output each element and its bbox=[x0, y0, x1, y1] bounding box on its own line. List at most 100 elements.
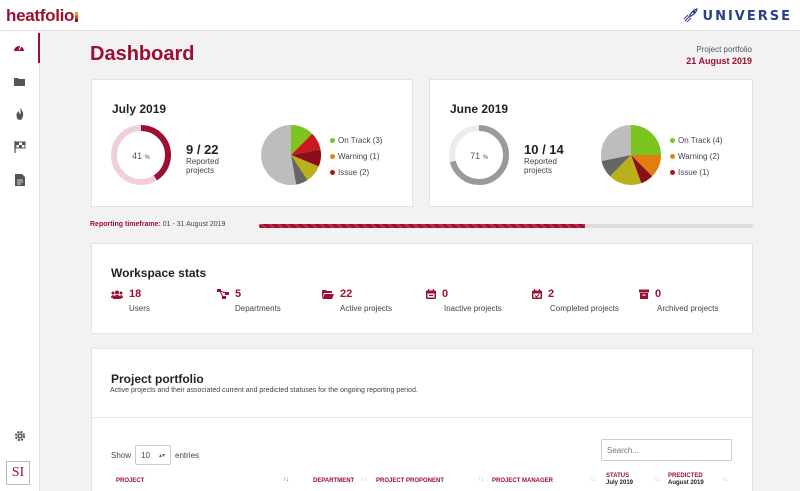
page-title: Dashboard bbox=[90, 43, 195, 65]
brand-logo: UNIVERSE bbox=[681, 6, 792, 26]
status-pie-chart bbox=[600, 124, 661, 185]
sort-icon[interactable]: ↑↓ bbox=[653, 477, 659, 483]
divider bbox=[91, 417, 752, 418]
predicted-label: PREDICTED bbox=[668, 473, 703, 479]
sort-icon[interactable]: ↑↓ bbox=[589, 477, 595, 483]
entries-control: Show 10 ▴▾ entries bbox=[111, 445, 199, 465]
sort-icon[interactable]: ↑↓ bbox=[478, 477, 484, 483]
card-title: Project portfolio bbox=[111, 372, 204, 386]
archive-icon bbox=[639, 289, 649, 299]
sitemap-icon bbox=[217, 289, 229, 299]
pie-slice-warning bbox=[631, 155, 661, 177]
projects-label: projects bbox=[524, 166, 553, 175]
legend-label: On Track (3) bbox=[338, 135, 383, 145]
card-title: Workspace stats bbox=[111, 266, 207, 280]
search-input[interactable] bbox=[601, 439, 732, 461]
pie-slice-on-track bbox=[631, 125, 661, 155]
sidebar-item-reports[interactable] bbox=[0, 165, 40, 195]
status-pie-chart bbox=[261, 125, 322, 185]
logo-mark bbox=[75, 12, 79, 22]
progress-arc bbox=[111, 125, 171, 185]
top-bar: heatfolio UNIVERSE bbox=[0, 0, 800, 31]
reported-label: Reported bbox=[524, 157, 557, 166]
legend-on-track: On Track (3) bbox=[330, 132, 382, 148]
stat-users: 18 Users bbox=[111, 288, 150, 313]
entries-select[interactable]: 10 ▴▾ bbox=[135, 445, 172, 465]
stat-value: 22 bbox=[340, 288, 353, 300]
progress-arc bbox=[449, 125, 509, 185]
legend-warning: Warning (1) bbox=[330, 148, 382, 164]
sidebar-item-dashboard[interactable] bbox=[0, 33, 40, 63]
sidebar-item-heat[interactable] bbox=[0, 99, 40, 129]
pie-slice-unreported bbox=[261, 125, 296, 185]
column-header-department[interactable]: DEPARTMENT bbox=[313, 478, 355, 484]
pie-slice-issue bbox=[291, 133, 321, 155]
portfolio-subtitle: Active projects and their associated cur… bbox=[110, 387, 418, 394]
pie-slice-warning bbox=[291, 155, 319, 181]
gear-icon bbox=[14, 430, 26, 442]
calendar-check-icon bbox=[532, 289, 542, 299]
folder-open-icon bbox=[322, 289, 334, 299]
sidebar-item-milestones[interactable] bbox=[0, 132, 40, 162]
sidebar: SI bbox=[0, 31, 40, 491]
show-label: Show bbox=[111, 450, 132, 460]
logo[interactable]: heatfolio bbox=[6, 6, 79, 26]
pie-slice-issue bbox=[631, 155, 653, 184]
legend-on-track: On Track (4) bbox=[670, 132, 722, 148]
july-report-card: July 2019 41 % 9 / 22 Reported projects O… bbox=[91, 79, 413, 207]
entries-value: 10 bbox=[141, 450, 150, 460]
column-header-status[interactable]: STATUS July 2019 bbox=[606, 473, 633, 486]
legend-label: Warning (2) bbox=[678, 151, 720, 161]
sidebar-item-projects[interactable] bbox=[0, 67, 40, 97]
legend-label: Issue (1) bbox=[678, 167, 710, 177]
calendar-icon bbox=[426, 289, 436, 299]
sort-icon[interactable]: ↑↓ bbox=[722, 477, 728, 483]
reported-caption: Reported projects bbox=[186, 157, 219, 175]
percent-symbol: % bbox=[144, 155, 150, 161]
status-label: STATUS bbox=[606, 473, 630, 479]
checkered-flag-icon bbox=[14, 141, 26, 153]
stat-value: 0 bbox=[655, 288, 662, 300]
project-portfolio-card: Project portfolio bbox=[91, 348, 753, 491]
stat-inactive-projects: 0 Inactive projects bbox=[426, 288, 502, 313]
pie-legend: On Track (4) Warning (2) Issue (1) bbox=[670, 132, 722, 180]
column-header-proponent[interactable]: PROJECT PROPONENT bbox=[376, 478, 445, 484]
workspace-badge[interactable]: SI bbox=[6, 461, 30, 485]
pie-slice-warning bbox=[610, 155, 642, 185]
rocket-icon bbox=[683, 8, 698, 23]
legend-label: On Track (4) bbox=[678, 135, 723, 145]
stat-label: Departments bbox=[235, 304, 281, 313]
timeframe-label: Reporting timeframe: bbox=[90, 221, 161, 228]
pie-legend: On Track (3) Warning (1) Issue (2) bbox=[330, 132, 382, 180]
reporting-timeframe: Reporting timeframe: 01 - 31 August 2019 bbox=[90, 221, 225, 228]
timeframe-progress-fill bbox=[259, 224, 586, 228]
warning-dot bbox=[670, 153, 675, 159]
status-period: July 2019 bbox=[606, 480, 634, 486]
sidebar-item-settings[interactable] bbox=[0, 421, 40, 451]
legend-label: Issue (2) bbox=[338, 167, 370, 177]
pie-slice-issue bbox=[291, 149, 322, 167]
on-track-dot bbox=[330, 137, 335, 143]
dashboard-icon bbox=[14, 45, 24, 51]
stat-value: 18 bbox=[129, 288, 142, 300]
sort-asc-icon[interactable]: ↑↓ bbox=[283, 477, 289, 483]
stat-active-projects: 22 Active projects bbox=[322, 288, 392, 313]
progress-label: 71 % bbox=[447, 151, 511, 161]
column-header-project[interactable]: PROJECT bbox=[116, 478, 145, 484]
stat-label: Users bbox=[129, 304, 150, 313]
pie-slice-other bbox=[601, 155, 631, 177]
brand-text: UNIVERSE bbox=[702, 8, 792, 24]
progress-percent: 71 bbox=[470, 151, 481, 161]
progress-ring bbox=[111, 125, 171, 185]
sort-icon[interactable]: ↑↓ bbox=[361, 477, 367, 483]
stat-value: 0 bbox=[442, 288, 449, 300]
timeframe-progress-bar bbox=[259, 224, 753, 228]
stat-value: 5 bbox=[235, 288, 242, 300]
column-header-manager[interactable]: PROJECT MANAGER bbox=[492, 478, 554, 484]
card-title: June 2019 bbox=[450, 102, 509, 116]
stat-departments: 5 Departments bbox=[217, 288, 281, 313]
column-header-predicted[interactable]: PREDICTED August 2019 bbox=[668, 473, 704, 486]
portfolio-label: Project portfolio bbox=[696, 45, 752, 54]
users-icon bbox=[111, 290, 123, 299]
progress-ring bbox=[449, 125, 509, 185]
